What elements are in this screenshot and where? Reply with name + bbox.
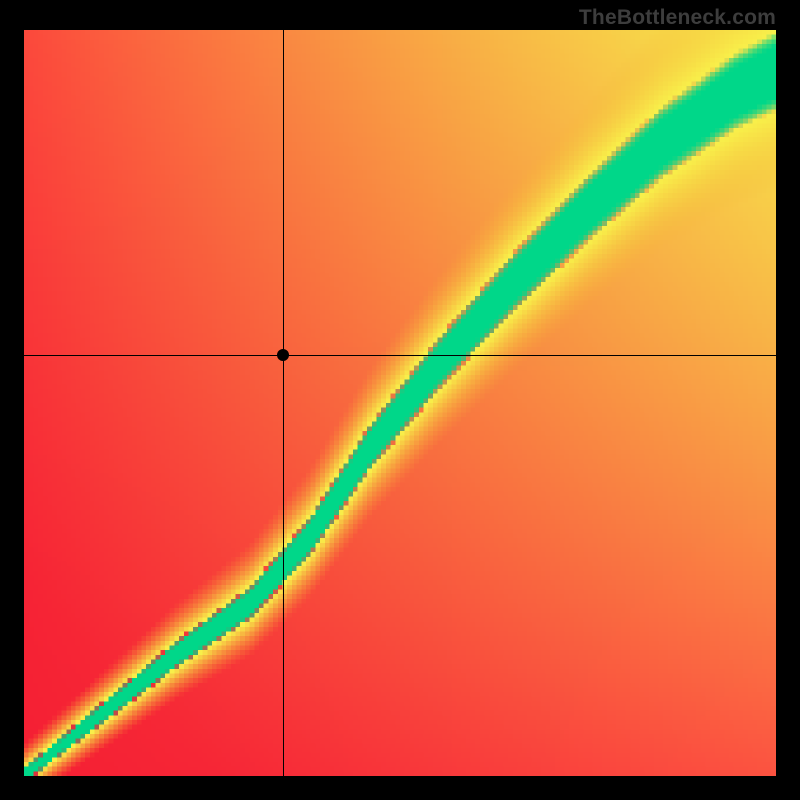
figure-container: TheBottleneck.com	[0, 0, 800, 800]
watermark-text: TheBottleneck.com	[579, 6, 776, 30]
heatmap-canvas	[24, 30, 776, 776]
heatmap-plot	[24, 30, 776, 776]
